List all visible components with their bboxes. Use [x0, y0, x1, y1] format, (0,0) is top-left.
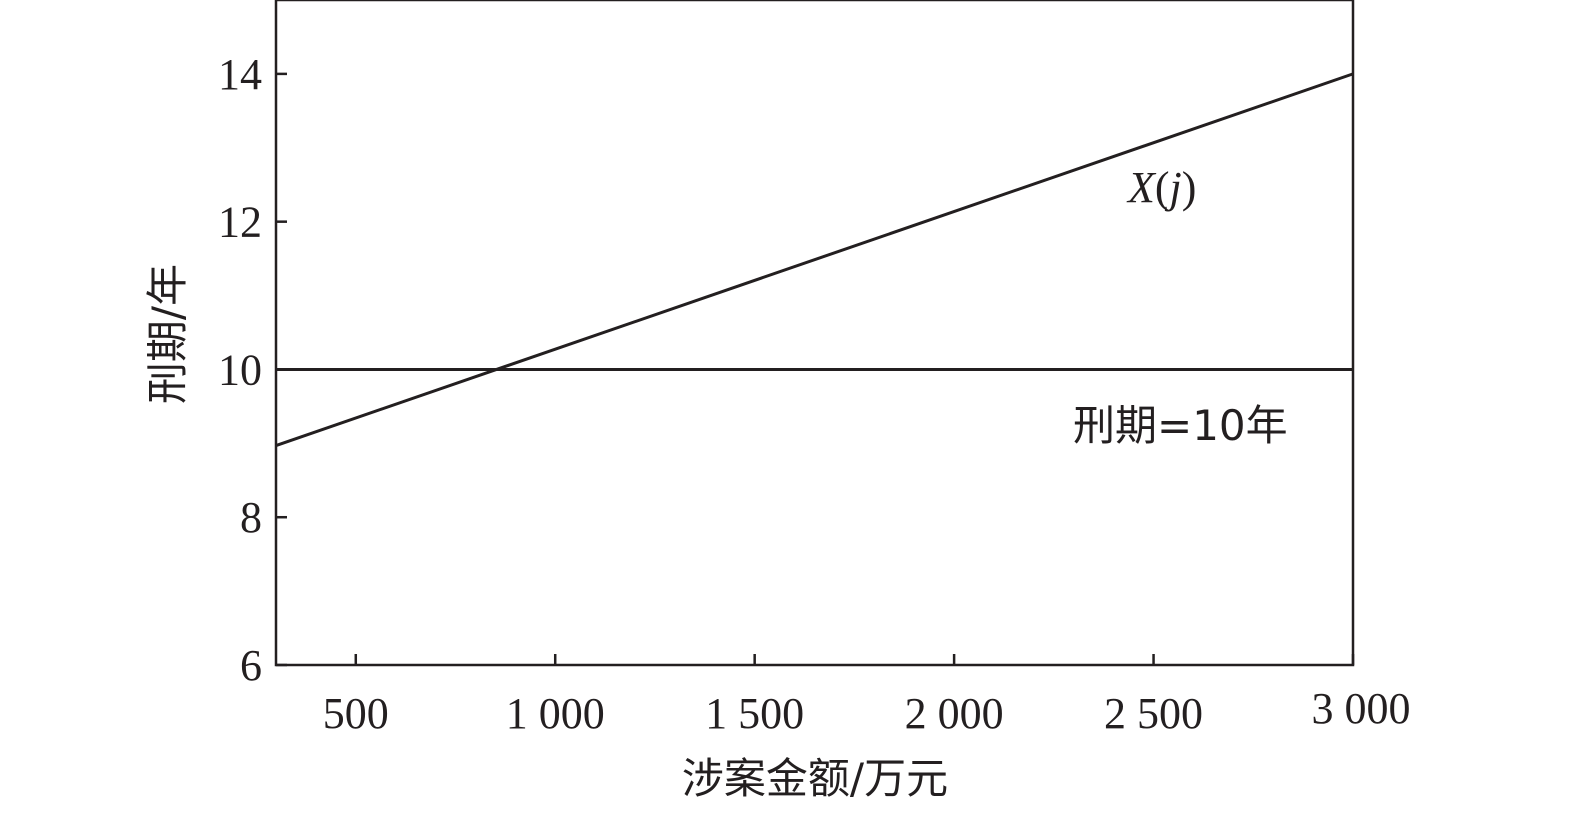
plot-frame — [274, 0, 1355, 667]
y-tick-label: 8 — [240, 493, 262, 542]
y-axis-label: 刑期/年 — [143, 264, 192, 404]
xj-close-paren: ) — [1182, 163, 1197, 212]
threshold-label: 刑期=10年 — [1073, 401, 1288, 450]
y-tick-label: 6 — [240, 641, 262, 690]
series-line-xj — [275, 72, 1354, 447]
x-tick-label: 2 500 — [1104, 689, 1203, 738]
xj-x: X — [1126, 163, 1157, 212]
xj-j: j — [1165, 163, 1182, 212]
x-axis-ticks: 500 1 000 1 500 2 000 2 500 3 000 — [323, 654, 1411, 738]
y-tick-label: 14 — [218, 50, 262, 99]
y-tick-label: 10 — [218, 345, 262, 394]
series-layer — [275, 72, 1354, 447]
x-tick-label: 500 — [323, 689, 389, 738]
x-axis-label: 涉案金额/万元 — [682, 754, 948, 803]
x-tick-label: 2 000 — [905, 689, 1004, 738]
x-tick-label: 1 500 — [705, 689, 804, 738]
x-tick-label: 3 000 — [1312, 684, 1411, 733]
x-tick-label: 1 000 — [506, 689, 605, 738]
y-tick-label: 12 — [218, 198, 262, 247]
series-label-xj: X(j) — [1126, 163, 1196, 212]
xj-open-paren: ( — [1155, 163, 1170, 212]
y-axis-ticks: 6 8 10 12 14 — [218, 50, 287, 690]
